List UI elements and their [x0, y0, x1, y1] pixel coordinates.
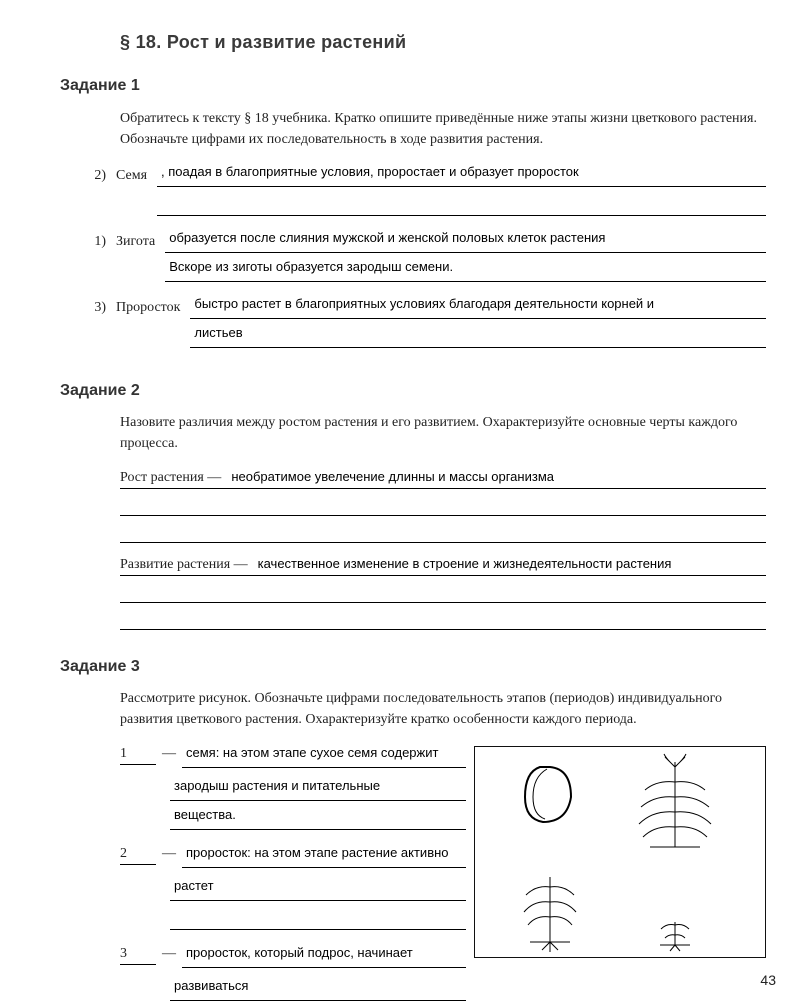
- answer-line[interactable]: образуется после слияния мужской и женск…: [165, 230, 766, 253]
- answer-line[interactable]: зародыш растения и питательные: [170, 778, 466, 801]
- answer-line[interactable]: [120, 609, 766, 630]
- dash: —: [162, 744, 176, 764]
- item-number[interactable]: 3: [120, 944, 156, 965]
- dash: —: [162, 944, 176, 964]
- answer-text[interactable]: качественное изменение в строение и жизн…: [254, 555, 766, 573]
- task2-heading: Задание 2: [60, 380, 766, 402]
- workbook-page: § 18. Рост и развитие растений Задание 1…: [0, 0, 806, 1005]
- task1-item: 2) Семя , поадая в благоприятные условия…: [80, 164, 766, 222]
- item-number: 1): [80, 230, 106, 252]
- task3-heading: Задание 3: [60, 656, 766, 678]
- answer-line[interactable]: [170, 907, 466, 930]
- task3-content: 1 — семя: на этом этапе сухое семя содер…: [120, 744, 766, 1007]
- item-number: 2): [80, 164, 106, 186]
- task3-item: 2 — проросток: на этом этапе растение ак…: [120, 844, 466, 874]
- item-number: 3): [80, 296, 106, 318]
- task3-item: 1 — семя: на этом этапе сухое семя содер…: [120, 744, 466, 774]
- section-para: § 18.: [120, 32, 162, 52]
- item-label: Проросток: [116, 296, 180, 318]
- answer-line[interactable]: [120, 522, 766, 543]
- plant-svg: [475, 747, 765, 957]
- item-label: Зигота: [116, 230, 155, 252]
- answer-lines: семя: на этом этапе сухое семя содержит: [182, 745, 466, 774]
- answer-lines: образуется после слияния мужской и женск…: [165, 230, 766, 288]
- page-number: 43: [760, 971, 776, 991]
- task1-item: 1) Зигота образуется после слияния мужск…: [80, 230, 766, 288]
- task2-prompt: Назовите различия между ростом растения …: [120, 412, 766, 454]
- item-number[interactable]: 1: [120, 744, 156, 765]
- answer-line[interactable]: растет: [170, 878, 466, 901]
- task3-text-column: 1 — семя: на этом этапе сухое семя содер…: [120, 744, 466, 1007]
- dash: —: [162, 844, 176, 864]
- task1-heading: Задание 1: [60, 75, 766, 97]
- definition-label: Развитие растения —: [120, 555, 254, 575]
- answer-line[interactable]: проросток, который подрос, начинает: [182, 945, 466, 968]
- task3-item: 3 — проросток, который подрос, начинает: [120, 944, 466, 974]
- answer-line[interactable]: [120, 495, 766, 516]
- task1-item: 3) Проросток быстро растет в благоприятн…: [80, 296, 766, 354]
- answer-line[interactable]: проросток: на этом этапе растение активн…: [182, 845, 466, 868]
- answer-line[interactable]: семя: на этом этапе сухое семя содержит: [182, 745, 466, 768]
- answer-line[interactable]: [157, 193, 766, 216]
- item-number[interactable]: 2: [120, 844, 156, 865]
- plant-lifecycle-illustration: [474, 746, 766, 958]
- task3-prompt: Рассмотрите рисунок. Обозначьте цифрами …: [120, 688, 766, 730]
- answer-line[interactable]: Вскоре из зиготы образуется зародыш семе…: [165, 259, 766, 282]
- section-title: § 18. Рост и развитие растений: [120, 30, 766, 55]
- answer-line[interactable]: , поадая в благоприятные условия, пророс…: [157, 164, 766, 187]
- answer-lines: , поадая в благоприятные условия, пророс…: [157, 164, 766, 222]
- young-plant-icon: [524, 877, 576, 952]
- task2-definition-block: Рост растения — необратимое увелечение д…: [120, 468, 766, 630]
- seed-icon: [525, 767, 571, 822]
- answer-line[interactable]: развиваться: [170, 978, 466, 1001]
- answer-lines: быстро растет в благоприятных условиях б…: [190, 296, 766, 354]
- task1-prompt: Обратитесь к тексту § 18 учебника. Кратк…: [120, 108, 766, 150]
- answer-text[interactable]: необратимое увелечение длинны и массы ор…: [227, 468, 766, 486]
- answer-line[interactable]: листьев: [190, 325, 766, 348]
- answer-line[interactable]: [120, 582, 766, 603]
- answer-line[interactable]: вещества.: [170, 807, 466, 830]
- definition-label: Рост растения —: [120, 468, 227, 488]
- definition-row: Рост растения — необратимое увелечение д…: [120, 468, 766, 489]
- item-label: Семя: [116, 164, 147, 186]
- answer-lines: проросток: на этом этапе растение активн…: [182, 845, 466, 874]
- definition-row: Развитие растения — качественное изменен…: [120, 555, 766, 576]
- section-name: Рост и развитие растений: [167, 32, 406, 52]
- answer-line[interactable]: быстро растет в благоприятных условиях б…: [190, 296, 766, 319]
- answer-lines: проросток, который подрос, начинает: [182, 945, 466, 974]
- sprout-icon: [660, 922, 690, 951]
- mature-plant-icon: [639, 754, 711, 847]
